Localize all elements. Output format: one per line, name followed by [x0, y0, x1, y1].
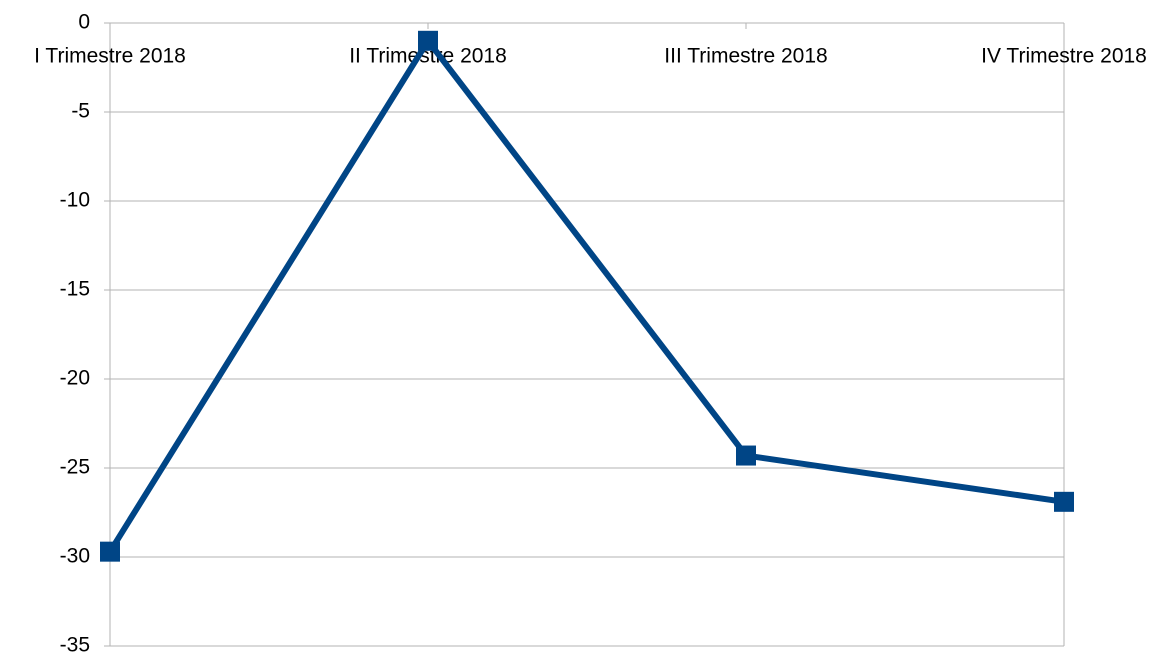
x-tick-label: III Trimestre 2018 [664, 45, 827, 68]
marker [1054, 491, 1074, 512]
series-line [107, 37, 1065, 554]
y-tick-label: -35 [60, 634, 90, 657]
marker [418, 30, 438, 51]
y-tick-label: -20 [60, 367, 90, 390]
y-tick-label: 0 [78, 11, 90, 34]
y-tick-label: -30 [60, 545, 90, 568]
marker [736, 445, 756, 466]
y-tick-label: -10 [60, 189, 90, 212]
x-tick-label: II Trimestre 2018 [349, 45, 507, 68]
y-tick-label: -25 [60, 456, 90, 479]
x-tick-label: I Trimestre 2018 [34, 45, 186, 68]
y-tick-label: -15 [60, 278, 90, 301]
y-tick-label: -5 [71, 100, 90, 123]
x-tick-label: IV Trimestre 2018 [981, 45, 1147, 68]
marker [100, 541, 120, 562]
